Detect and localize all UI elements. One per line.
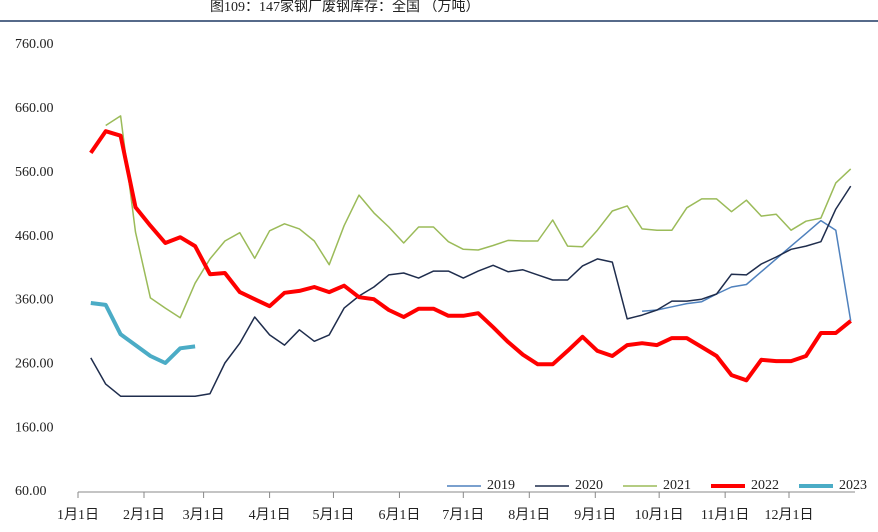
series-line: [642, 219, 852, 322]
y-tick-label: 60.00: [15, 484, 47, 499]
x-tick-label: 8月1日: [508, 507, 550, 523]
y-tick-label: 360.00: [15, 293, 54, 308]
legend-label: 2023: [839, 478, 867, 493]
legend-label: 2020: [575, 478, 603, 493]
y-tick-label: 760.00: [15, 37, 54, 52]
x-tick-label: 11月1日: [701, 507, 749, 523]
x-tick-label: 6月1日: [378, 507, 420, 523]
x-tick-label: 4月1日: [249, 507, 291, 523]
legend-label: 2022: [751, 478, 779, 493]
x-tick-label: 5月1日: [312, 507, 354, 523]
y-tick-label: 260.00: [15, 357, 54, 372]
y-tick-label: 460.00: [15, 229, 54, 244]
x-tick-label: 7月1日: [442, 507, 484, 523]
x-tick-label: 9月1日: [574, 507, 616, 523]
x-tick-label: 10月1日: [635, 507, 684, 523]
series-line: [105, 115, 852, 319]
x-tick-label: 3月1日: [183, 507, 225, 523]
chart-title: 图109：147家钢厂废钢库存：全国 （万吨）: [210, 0, 480, 15]
series-line: [90, 301, 196, 365]
x-tick-label: 12月1日: [765, 507, 814, 523]
x-tick-label: 2月1日: [123, 507, 165, 523]
x-tick-label: 1月1日: [57, 507, 99, 523]
legend-label: 2019: [487, 478, 515, 493]
y-tick-label: 560.00: [15, 165, 54, 180]
legend-label: 2021: [663, 478, 691, 493]
series-line: [90, 185, 852, 397]
y-tick-label: 160.00: [15, 420, 54, 435]
y-tick-label: 660.00: [15, 101, 54, 116]
series-line: [89, 129, 852, 383]
